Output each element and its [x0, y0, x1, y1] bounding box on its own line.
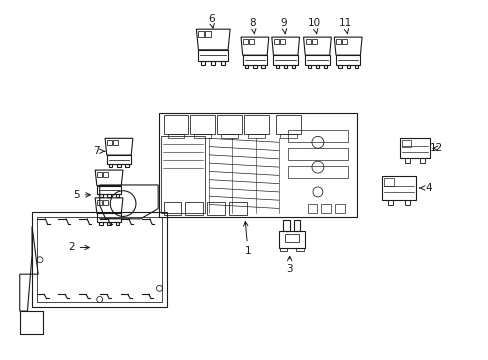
- Text: 6: 6: [207, 14, 214, 28]
- Bar: [284, 234, 298, 242]
- Bar: [161, 136, 205, 213]
- Bar: [109, 164, 112, 167]
- Bar: [335, 204, 345, 213]
- Text: 2: 2: [68, 243, 89, 252]
- Bar: [399, 138, 428, 158]
- Bar: [323, 65, 326, 68]
- Bar: [244, 114, 268, 134]
- Bar: [305, 39, 310, 44]
- Bar: [247, 134, 264, 138]
- Bar: [107, 140, 112, 145]
- Text: 1: 1: [243, 221, 251, 256]
- Bar: [335, 55, 360, 65]
- Bar: [103, 172, 108, 177]
- Bar: [287, 130, 347, 142]
- Bar: [37, 217, 162, 302]
- Bar: [305, 55, 329, 65]
- Bar: [253, 65, 256, 68]
- Bar: [198, 50, 227, 61]
- Bar: [107, 222, 110, 225]
- Bar: [115, 194, 119, 197]
- Bar: [107, 194, 110, 197]
- Bar: [387, 200, 392, 205]
- Bar: [244, 65, 248, 68]
- Bar: [291, 65, 295, 68]
- Bar: [279, 39, 284, 44]
- Bar: [242, 55, 266, 65]
- Bar: [190, 114, 215, 134]
- Bar: [273, 55, 297, 65]
- Bar: [273, 39, 278, 44]
- Bar: [248, 39, 253, 44]
- Bar: [194, 134, 211, 138]
- Bar: [321, 204, 331, 213]
- Bar: [97, 172, 102, 177]
- Bar: [125, 164, 128, 167]
- Bar: [307, 204, 317, 213]
- Bar: [217, 114, 242, 134]
- Bar: [115, 222, 119, 225]
- Bar: [205, 31, 211, 37]
- Bar: [163, 202, 181, 215]
- Text: 12: 12: [429, 143, 442, 153]
- Bar: [158, 113, 356, 217]
- Text: 8: 8: [249, 18, 256, 34]
- Text: 7: 7: [93, 146, 105, 156]
- Bar: [315, 65, 319, 68]
- Bar: [283, 220, 289, 231]
- Bar: [20, 311, 43, 334]
- Bar: [342, 39, 346, 44]
- Bar: [279, 134, 296, 138]
- Bar: [99, 194, 102, 197]
- Bar: [163, 114, 188, 134]
- Bar: [275, 114, 300, 134]
- Bar: [404, 200, 409, 205]
- Bar: [354, 65, 357, 68]
- Text: 11: 11: [338, 18, 351, 34]
- Bar: [383, 178, 393, 186]
- Bar: [32, 212, 167, 307]
- Text: 4: 4: [419, 183, 431, 193]
- Bar: [287, 148, 347, 160]
- Bar: [311, 39, 316, 44]
- Bar: [103, 200, 108, 205]
- Bar: [261, 65, 264, 68]
- Bar: [97, 213, 121, 222]
- Bar: [167, 134, 184, 138]
- Bar: [293, 220, 300, 231]
- Bar: [287, 166, 347, 178]
- Bar: [284, 65, 287, 68]
- Bar: [307, 65, 310, 68]
- Bar: [185, 202, 203, 215]
- Bar: [97, 185, 121, 194]
- Bar: [401, 140, 410, 147]
- Bar: [404, 158, 409, 163]
- Bar: [99, 222, 102, 225]
- Bar: [295, 248, 303, 251]
- Bar: [207, 202, 224, 215]
- Bar: [201, 61, 205, 65]
- Bar: [211, 61, 215, 65]
- Bar: [381, 176, 415, 200]
- Bar: [221, 134, 238, 138]
- Bar: [117, 164, 121, 167]
- Bar: [278, 231, 304, 248]
- Bar: [198, 31, 204, 37]
- Bar: [275, 65, 279, 68]
- Bar: [279, 248, 287, 251]
- Bar: [338, 65, 341, 68]
- Bar: [221, 61, 224, 65]
- Bar: [229, 202, 246, 215]
- Bar: [346, 65, 349, 68]
- Text: 9: 9: [280, 18, 286, 34]
- Bar: [113, 140, 118, 145]
- Text: 3: 3: [286, 256, 292, 274]
- Text: 10: 10: [307, 18, 320, 34]
- Text: 5: 5: [73, 190, 90, 200]
- Bar: [97, 200, 102, 205]
- Bar: [106, 155, 131, 164]
- Bar: [243, 39, 247, 44]
- Bar: [336, 39, 341, 44]
- Bar: [419, 158, 424, 163]
